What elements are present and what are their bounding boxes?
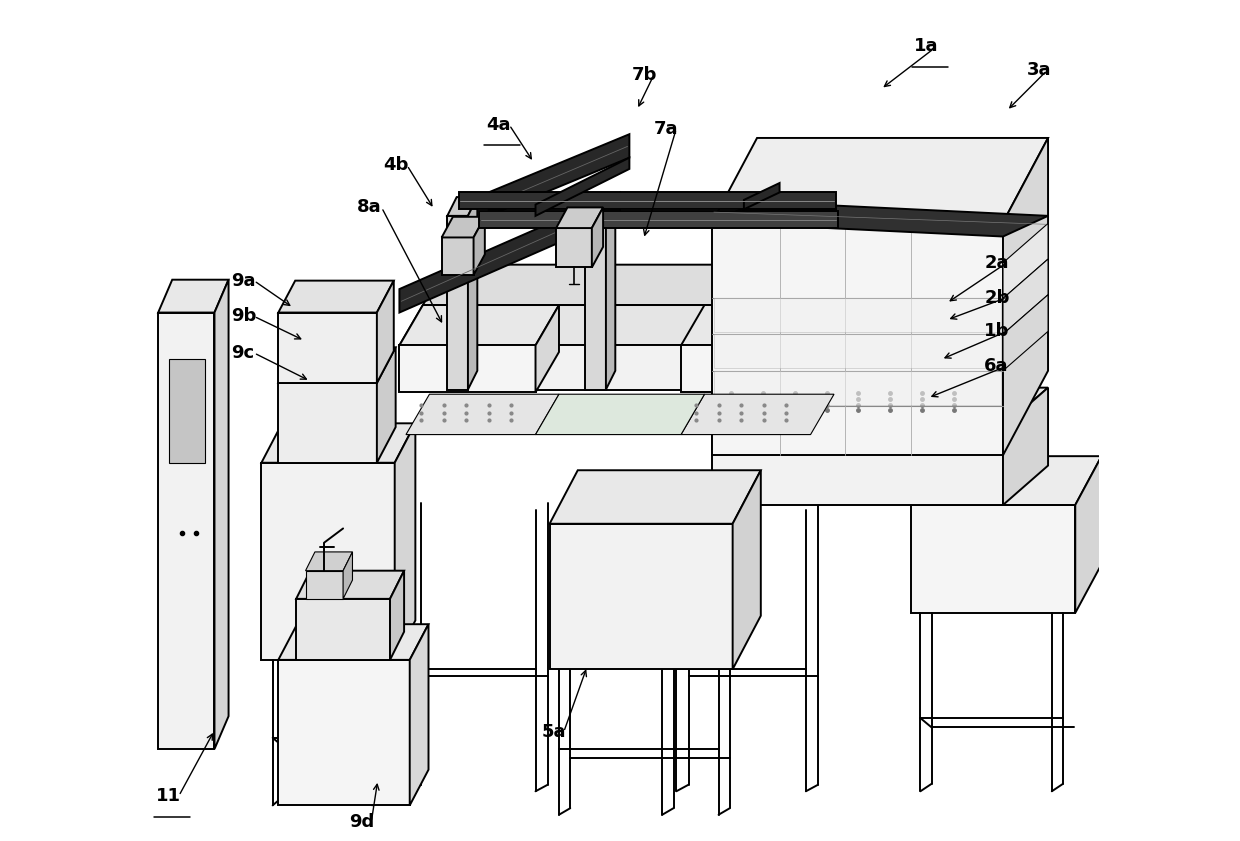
Text: 7a: 7a [653, 119, 678, 138]
Polygon shape [474, 217, 485, 275]
Polygon shape [606, 197, 615, 389]
Polygon shape [159, 313, 215, 749]
Polygon shape [448, 197, 477, 216]
Polygon shape [714, 371, 1001, 405]
Polygon shape [409, 624, 429, 806]
Text: 8a: 8a [357, 198, 382, 216]
Polygon shape [305, 571, 343, 599]
Polygon shape [343, 552, 352, 599]
Polygon shape [159, 280, 228, 313]
Polygon shape [712, 388, 1048, 427]
Polygon shape [391, 571, 404, 660]
Polygon shape [399, 346, 817, 389]
Polygon shape [1003, 388, 1048, 505]
Polygon shape [817, 305, 841, 389]
Polygon shape [911, 456, 1101, 505]
Polygon shape [681, 394, 835, 435]
Polygon shape [170, 359, 205, 463]
Polygon shape [1003, 224, 1048, 299]
Polygon shape [681, 346, 817, 393]
Polygon shape [278, 624, 429, 660]
Polygon shape [712, 138, 1048, 222]
Polygon shape [549, 524, 733, 669]
Text: 1b: 1b [985, 322, 1009, 341]
Polygon shape [591, 208, 603, 267]
Text: 4b: 4b [383, 156, 409, 174]
Polygon shape [423, 265, 864, 305]
Polygon shape [681, 305, 841, 346]
Text: 9d: 9d [348, 813, 374, 831]
Polygon shape [399, 193, 620, 313]
Polygon shape [405, 394, 559, 435]
Polygon shape [399, 305, 841, 346]
Polygon shape [399, 346, 536, 393]
Text: 9c: 9c [232, 344, 254, 362]
Polygon shape [262, 423, 415, 463]
Text: 4a: 4a [486, 116, 511, 134]
Text: 9a: 9a [232, 272, 255, 289]
Text: 2b: 2b [985, 288, 1009, 306]
Polygon shape [377, 281, 394, 383]
Polygon shape [1003, 138, 1048, 455]
Polygon shape [479, 211, 838, 228]
Text: 3a: 3a [1027, 61, 1052, 79]
Polygon shape [467, 197, 477, 389]
Polygon shape [712, 202, 1048, 236]
Polygon shape [441, 217, 485, 237]
Polygon shape [817, 305, 841, 393]
Polygon shape [215, 280, 228, 749]
Polygon shape [441, 237, 474, 275]
Polygon shape [585, 197, 615, 216]
Text: 7b: 7b [632, 66, 657, 84]
Polygon shape [911, 505, 1075, 613]
Polygon shape [296, 599, 391, 660]
Text: 9b: 9b [232, 307, 257, 325]
Polygon shape [1075, 456, 1101, 613]
Polygon shape [733, 470, 761, 669]
Polygon shape [712, 222, 1003, 455]
Polygon shape [278, 313, 377, 383]
Polygon shape [714, 299, 1001, 332]
Text: 11: 11 [156, 787, 181, 805]
Polygon shape [744, 183, 780, 209]
Polygon shape [557, 228, 591, 267]
Text: 2a: 2a [985, 254, 1008, 272]
Polygon shape [399, 305, 559, 346]
Polygon shape [448, 216, 467, 389]
Text: 6a: 6a [985, 357, 1008, 375]
Polygon shape [262, 463, 394, 660]
Polygon shape [536, 394, 704, 435]
Polygon shape [536, 157, 630, 216]
Polygon shape [305, 552, 352, 571]
Polygon shape [585, 216, 606, 389]
Polygon shape [377, 347, 396, 463]
Polygon shape [712, 427, 1003, 505]
Polygon shape [714, 334, 1001, 368]
Polygon shape [549, 470, 761, 524]
Polygon shape [278, 660, 409, 806]
Text: 5a: 5a [542, 723, 567, 741]
Polygon shape [278, 281, 394, 313]
Polygon shape [278, 383, 377, 463]
Polygon shape [489, 135, 630, 216]
Polygon shape [394, 423, 415, 660]
Polygon shape [278, 347, 396, 383]
Polygon shape [1003, 259, 1048, 334]
Polygon shape [459, 193, 836, 209]
Text: 1a: 1a [914, 37, 939, 55]
Polygon shape [296, 571, 404, 599]
Polygon shape [536, 305, 559, 393]
Polygon shape [557, 208, 603, 228]
Polygon shape [1003, 294, 1048, 371]
